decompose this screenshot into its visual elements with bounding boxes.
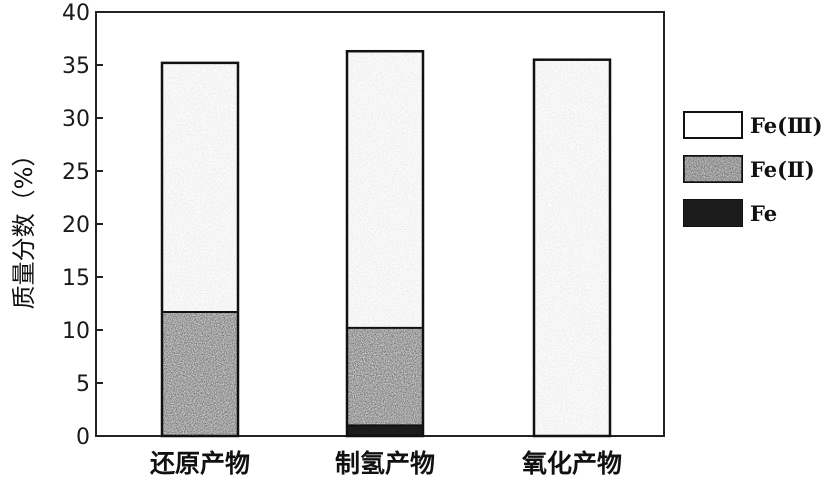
bar-segment-Fe(Ⅲ) (162, 62, 238, 312)
y-tick-label: 15 (62, 266, 90, 291)
x-category-label: 制氢产物 (335, 449, 435, 478)
bars (160, 49, 612, 438)
x-category-label: 还原产物 (150, 449, 250, 478)
x-axis: 还原产物 制氢产物 氧化产物 (150, 449, 622, 478)
y-axis-title: 质量分数（%） (10, 143, 38, 310)
legend-item: Fe (683, 199, 777, 227)
legend-swatch-solid (684, 200, 742, 226)
y-axis: 0 5 10 15 20 25 30 35 40 (62, 1, 103, 450)
legend-label: Fe(Ⅱ) (750, 157, 815, 182)
legend-label: Fe (750, 201, 777, 226)
y-tick-label: 40 (62, 1, 90, 26)
bar-segment-Fe(Ⅱ) (347, 327, 423, 426)
bar-segment-texture (347, 51, 423, 328)
bar-segment-texture (162, 311, 238, 436)
bar-segment-texture (534, 59, 610, 436)
y-tick-label: 10 (62, 319, 90, 344)
legend-label: Fe(Ⅲ) (750, 113, 823, 138)
bar-outline (345, 49, 425, 438)
bar-outline (160, 61, 240, 438)
bar-segment-texture (162, 62, 238, 312)
x-category-label: 氧化产物 (521, 449, 622, 478)
y-tick-label: 30 (62, 107, 90, 132)
bar-segment-texture (347, 327, 423, 426)
y-tick-label: 0 (76, 425, 90, 450)
bar-outline (532, 58, 612, 438)
y-tick-label: 20 (62, 213, 90, 238)
bar-segment-Fe(Ⅲ) (347, 51, 423, 328)
bar-segment-Fe (347, 425, 423, 436)
bar-segment-Fe(Ⅱ) (162, 311, 238, 436)
legend-swatch-texture (684, 156, 742, 182)
legend-item: Fe(Ⅱ) (683, 155, 815, 183)
legend-item: Fe(Ⅲ) (683, 111, 823, 139)
bar-segment-Fe(Ⅲ) (534, 59, 610, 436)
y-tick-label: 35 (62, 54, 90, 79)
legend-swatch (683, 111, 743, 139)
y-tick-label: 25 (62, 160, 90, 185)
bar-segment-solid (347, 425, 423, 436)
y-tick-label: 5 (76, 372, 90, 397)
legend: Fe(Ⅲ) Fe(Ⅱ) Fe (683, 111, 823, 227)
